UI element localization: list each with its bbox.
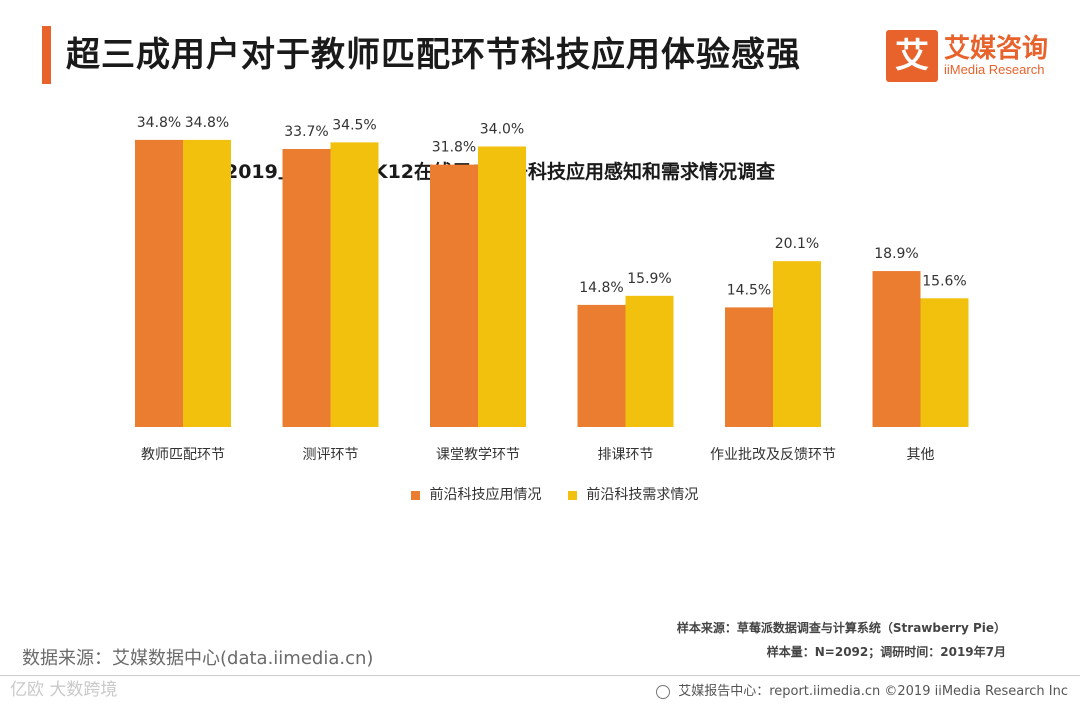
bar-demand-3 (625, 295, 674, 427)
bar-application-2 (430, 164, 478, 427)
data-label-demand-5: 15.6% (922, 273, 966, 289)
page-title: 超三成用户对于教师匹配环节科技应用体验感强 (66, 35, 801, 75)
bar-application-4 (725, 307, 773, 427)
footer-report-text: 艾媒报告中心：report.iimedia.cn ©2019 iiMedia R… (678, 684, 1068, 699)
logo-cn-text: 艾媒咨询 (944, 34, 1049, 64)
footer-divider (0, 675, 1080, 676)
category-label-0: 教师匹配环节 (141, 447, 225, 463)
legend-label-demand: 前沿科技需求情况 (586, 487, 699, 503)
data-label-demand-3: 15.9% (627, 271, 671, 287)
data-label-application-4: 14.5% (727, 282, 771, 298)
category-label-3: 排课环节 (598, 447, 654, 463)
category-label-1: 测评环节 (303, 447, 359, 463)
legend-swatch-application (411, 490, 420, 500)
legend-item-demand: 前沿科技需求情况 (567, 484, 699, 504)
bar-application-3 (577, 304, 626, 427)
data-source: 数据来源：艾媒数据中心(data.iimedia.cn) (22, 648, 374, 669)
category-label-2: 课堂教学环节 (436, 447, 520, 463)
bar-application-0 (135, 139, 183, 427)
data-label-application-2: 31.8% (432, 140, 476, 156)
watermark: 亿欧 大数跨境 (10, 680, 118, 700)
bar-chart: 34.8% 34.8% 教师匹配环节 33.7% 34.5% 测评环节 31.8%34.0%… (135, 115, 969, 463)
data-label-demand-0: 34.8% (185, 115, 229, 131)
bar-demand-2 (478, 146, 526, 427)
sample-source: 样本来源：草莓派数据调查与计算系统（Strawberry Pie） (676, 621, 1006, 635)
bar-application-5 (872, 271, 921, 427)
legend-item-application: 前沿科技应用情况 (411, 484, 541, 504)
legend-swatch-demand (567, 490, 577, 500)
bar-demand-0 (183, 139, 231, 427)
data-label-demand-2: 34.0% (480, 122, 524, 138)
data-label-demand-4: 20.1% (775, 236, 819, 252)
bar-demand-5 (920, 298, 969, 427)
footer-report: 艾媒报告中心：report.iimedia.cn ©2019 iiMedia R… (656, 680, 1068, 699)
bar-application-1 (282, 148, 331, 427)
sample-size: 样本量：N=2092；调研时间：2019年7月 (766, 645, 1006, 659)
data-label-demand-1: 34.5% (332, 117, 376, 133)
report-center-icon (656, 684, 671, 699)
logo-en-text: iiMedia Research (944, 62, 1045, 77)
logo-mark: 艾 (886, 30, 938, 82)
data-label-application-1: 33.7% (284, 124, 328, 140)
bar-demand-1 (330, 142, 379, 427)
chart-legend: 前沿科技应用情况 前沿科技需求情况 (411, 484, 720, 504)
category-label-4: 作业批改及反馈环节 (710, 447, 836, 463)
data-label-application-5: 18.9% (874, 246, 918, 262)
data-label-application-3: 14.8% (579, 280, 623, 296)
data-label-application-0: 34.8% (137, 115, 181, 131)
legend-label-application: 前沿科技应用情况 (429, 487, 542, 503)
iimedia-logo: 艾 艾媒咨询 iiMedia Research (886, 30, 1066, 82)
category-label-5: 其他 (907, 447, 935, 463)
bar-demand-4 (773, 261, 821, 427)
title-accent-bar (42, 26, 51, 84)
